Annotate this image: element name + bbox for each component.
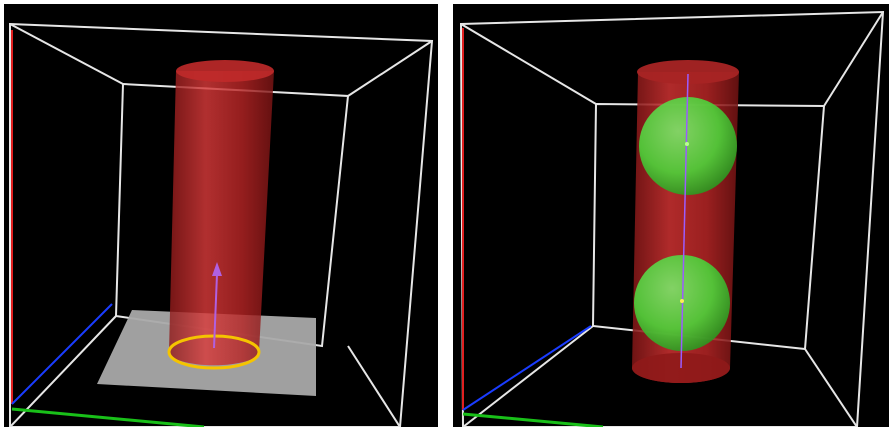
- cylinder-top: [637, 60, 739, 84]
- sphere-top-center: [685, 142, 689, 146]
- direction-arrow: [212, 262, 222, 349]
- wireframe-box: [9, 22, 434, 427]
- axis-x-line: [11, 303, 113, 405]
- viewport-right[interactable]: [453, 4, 889, 427]
- sphere-top: [639, 97, 737, 195]
- sphere-bottom-center: [680, 299, 684, 303]
- axis-y-line: [11, 407, 205, 427]
- cylinder: [167, 60, 274, 370]
- axis-y-line: [462, 412, 604, 427]
- scene-left: [9, 22, 434, 427]
- axis-x-line: [462, 325, 592, 411]
- cylinder-top: [176, 60, 274, 82]
- scene-right: [459, 10, 885, 427]
- central-axis-line: [680, 73, 689, 369]
- viewport-left[interactable]: [4, 4, 438, 427]
